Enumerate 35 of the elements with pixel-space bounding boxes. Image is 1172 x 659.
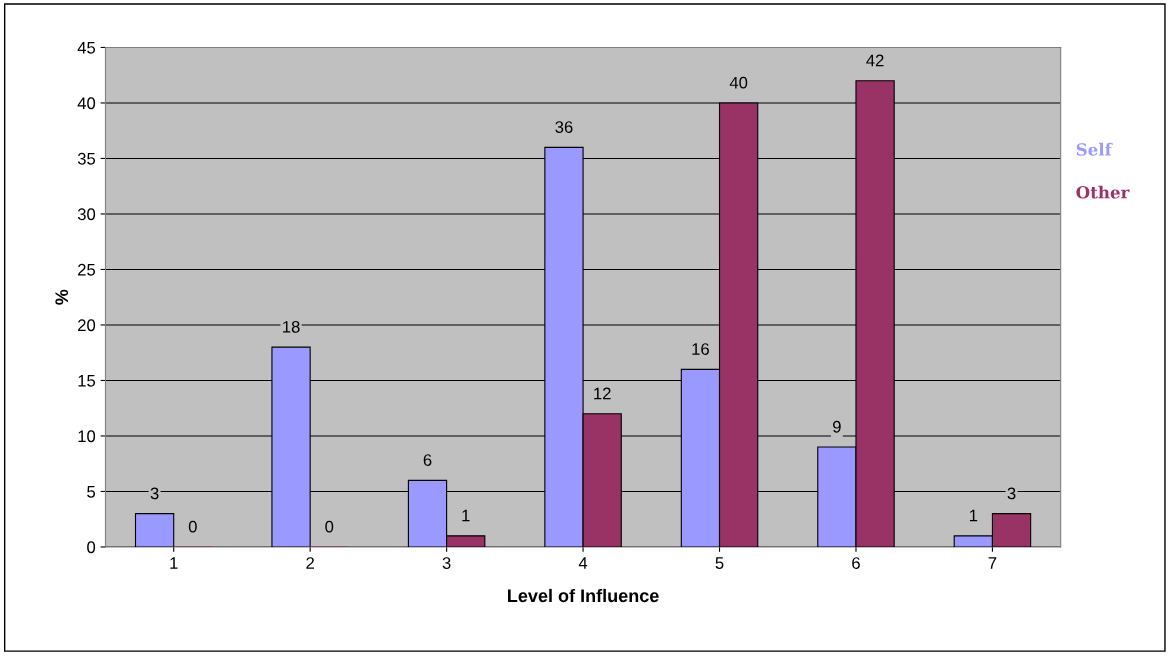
y-tick-label: 10: [78, 430, 96, 443]
y-tick-label: 30: [77, 208, 96, 221]
text: Other: [1076, 185, 1130, 199]
data-label: 40: [729, 76, 748, 89]
data-label: 16: [692, 343, 709, 355]
x-tick-label: 5: [715, 557, 724, 569]
x-tick-label: 1: [170, 557, 178, 569]
x-tick-label: 3: [442, 557, 451, 569]
data-label: 18: [283, 320, 300, 333]
data-label: 1: [969, 509, 978, 522]
y-tick-label: 35: [77, 152, 96, 165]
y-tick-label: 15: [78, 375, 96, 387]
x-axis-title: Level of Influence: [508, 588, 659, 603]
y-tick-label: 25: [78, 263, 96, 276]
data-label: 3: [150, 487, 159, 500]
x-tick-label: 6: [852, 557, 860, 569]
data-label: 0: [188, 520, 197, 533]
data-label: 6: [423, 454, 432, 466]
x-tick-label: 2: [306, 557, 314, 569]
y-tick-label: 20: [78, 319, 96, 332]
x-tick-label: 7: [988, 557, 997, 569]
y-tick-label: 45: [77, 42, 96, 54]
data-label: 12: [594, 387, 611, 400]
text: Self: [1076, 142, 1113, 156]
data-label: 3: [1007, 487, 1016, 500]
data-label: 9: [833, 420, 841, 433]
data-label: 0: [325, 520, 334, 533]
y-axis-title: %: [55, 289, 69, 305]
x-tick-label: 4: [578, 557, 588, 569]
data-label: 36: [555, 121, 573, 133]
data-label: 42: [866, 54, 884, 67]
y-tick-label: 5: [87, 486, 96, 498]
data-label: 1: [462, 509, 470, 522]
y-tick-label: 40: [77, 97, 96, 110]
y-tick-label: 0: [87, 541, 96, 554]
